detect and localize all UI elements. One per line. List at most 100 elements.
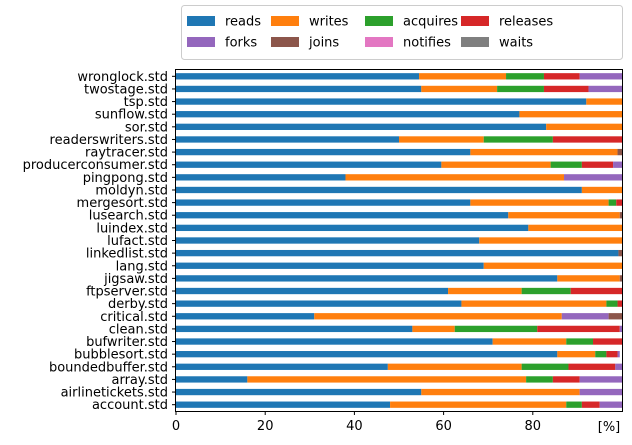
bar-segment-releases: [537, 325, 620, 333]
bar-segment-writes: [479, 237, 622, 244]
bar-segment-reads: [176, 338, 493, 345]
bar-segment-writes: [492, 338, 567, 345]
y-tick-label: array.std: [112, 373, 169, 388]
bar-segment-reads: [176, 401, 391, 408]
bar-segment-acquires: [506, 73, 544, 80]
bar-segment-forks: [579, 73, 622, 80]
y-tick-label: wronglock.std: [77, 70, 168, 85]
bar-segment-reads: [176, 98, 587, 105]
y-tick-label: ftpserver.std: [86, 285, 168, 300]
bar-segment-reads: [176, 73, 420, 80]
legend-label-waits: waits: [499, 36, 533, 51]
bar-segment-acquires: [566, 338, 594, 345]
legend-swatch-writes: [271, 16, 299, 26]
bar-segment-reads: [176, 212, 509, 219]
bar-segment-writes: [314, 313, 562, 320]
bar-segment-reads: [176, 363, 388, 370]
bar-segment-reads: [176, 148, 471, 156]
bar-segment-reads: [176, 85, 422, 93]
bar-segment-reads: [176, 388, 422, 396]
bar-segment-releases: [570, 287, 622, 295]
bar-segment-writes: [546, 123, 622, 130]
bar-segment-reads: [176, 224, 529, 232]
bar-segment-writes: [470, 199, 609, 206]
bar-segment-writes: [345, 174, 565, 181]
y-tick-label: mergesort.std: [77, 196, 168, 211]
bar-segment-writes: [508, 212, 620, 219]
bar-segment-joins: [619, 212, 622, 219]
bar-segment-joins: [618, 249, 622, 257]
bar-segment-acquires: [454, 325, 538, 333]
legend-label-reads: reads: [225, 15, 261, 30]
bar-segment-releases: [581, 161, 614, 168]
bar-segment-reads: [176, 199, 471, 206]
bar-segment-reads: [176, 123, 547, 130]
y-tick-label: readerswriters.std: [50, 133, 168, 148]
x-tick-label: 20: [257, 419, 274, 434]
bar-segment-reads: [176, 300, 462, 307]
bar-segment-joins: [608, 313, 622, 320]
bar-segment-reads: [176, 111, 520, 118]
bar-segment-writes: [387, 363, 522, 370]
y-axis-labels: wronglock.stdtwostage.stdtsp.stdsunflow.…: [23, 70, 176, 413]
y-tick-label: luindex.std: [96, 221, 168, 236]
y-tick-label: pingpong.std: [83, 171, 168, 186]
x-tick-label: 80: [525, 419, 542, 434]
plot-frame: [175, 69, 623, 412]
bar-segment-writes: [470, 148, 618, 156]
bar-segment-reads: [176, 275, 558, 282]
bar-segment-writes: [519, 111, 622, 118]
bar-segment-writes: [448, 287, 522, 295]
legend: reads writes acquires releases forks joins not…: [181, 5, 623, 60]
bar-segment-reads: [176, 237, 480, 244]
legend-label-releases: releases: [499, 15, 553, 30]
y-tick-label: lufact.std: [107, 234, 168, 249]
bar-segment-releases: [581, 401, 600, 408]
bar-segment-reads: [176, 161, 442, 168]
bar-segment-reads: [176, 376, 248, 383]
bars: [176, 73, 622, 408]
x-tick-label: 0: [172, 419, 180, 434]
bar-segment-forks: [564, 174, 622, 181]
bar-segment-reads: [176, 313, 315, 320]
bar-segment-writes: [419, 73, 507, 80]
x-axis: 0 20 40 60 80: [172, 411, 541, 434]
y-tick-label: clean.std: [109, 322, 168, 337]
y-tick-label: derby.std: [108, 297, 168, 312]
bar-segment-writes: [528, 224, 622, 232]
y-tick-label: sunflow.std: [95, 108, 168, 123]
bar-segment-writes: [483, 262, 622, 269]
legend-label-forks: forks: [225, 36, 257, 51]
bar-segment-releases: [552, 136, 622, 143]
bar-segment-forks: [561, 313, 609, 320]
legend-swatch-forks: [187, 37, 215, 47]
bar-segment-releases: [593, 338, 622, 345]
y-tick-label: bubblesort.std: [74, 348, 168, 363]
bar-segment-acquires: [608, 199, 617, 206]
legend-swatch-reads: [187, 16, 215, 26]
legend-swatch-acquires: [365, 16, 393, 26]
bar-segment-writes: [586, 98, 622, 105]
bar-segment-forks: [579, 376, 622, 383]
bar-segment-forks: [615, 363, 622, 370]
bar-segment-acquires: [526, 376, 553, 383]
bar-segment-acquires: [606, 300, 618, 307]
legend-label-joins: joins: [308, 36, 339, 51]
x-axis-label: [%]: [598, 420, 621, 435]
bar-segment-reads: [176, 136, 399, 143]
bar-segment-reads: [176, 262, 484, 269]
legend-swatch-releases: [461, 16, 489, 26]
y-tick-label: tsp.std: [124, 95, 168, 110]
bar-segment-writes: [557, 351, 596, 358]
y-tick-label: sor.std: [125, 120, 168, 135]
legend-label-notifies: notifies: [403, 36, 451, 51]
bar-segment-writes: [557, 275, 620, 282]
y-tick-label: lang.std: [116, 259, 168, 274]
y-tick-label: boundedbuffer.std: [49, 360, 168, 375]
bar-segment-releases: [552, 376, 580, 383]
y-tick-label: airlinetickets.std: [61, 386, 168, 401]
legend-swatch-joins: [271, 37, 299, 47]
bar-segment-releases: [606, 351, 618, 358]
bar-segment-acquires: [595, 351, 607, 358]
